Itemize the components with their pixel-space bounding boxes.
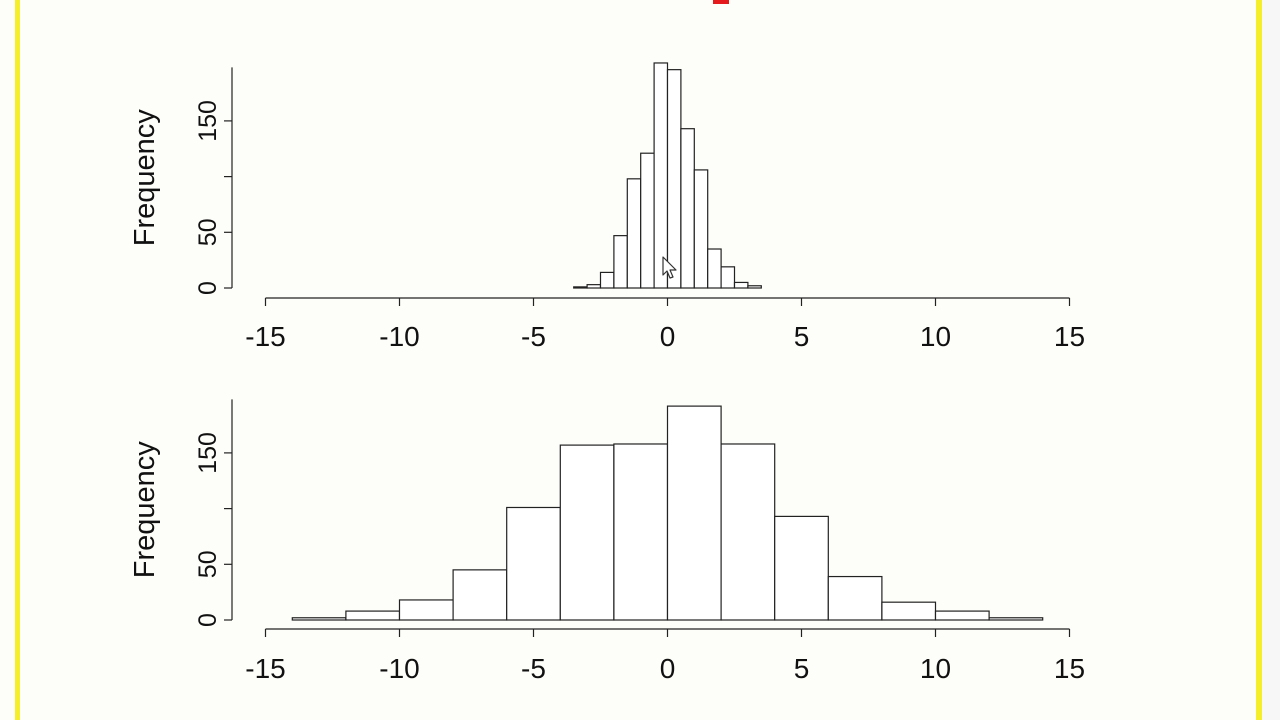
histogram-bar bbox=[934, 610, 990, 621]
frame-border-left bbox=[15, 0, 20, 720]
histogram-bar bbox=[398, 599, 454, 621]
histogram-bar bbox=[707, 248, 722, 289]
histogram-bar bbox=[586, 284, 602, 289]
y-tick-label: 150 bbox=[194, 432, 222, 474]
y-axis-label: Frequency bbox=[129, 441, 161, 579]
histogram-bar bbox=[747, 285, 762, 289]
red-title-fragment bbox=[713, 0, 729, 4]
histogram-bar bbox=[291, 617, 347, 621]
y-tick-label: 150 bbox=[194, 100, 222, 142]
histogram-bar bbox=[720, 443, 776, 621]
x-tick-label: -5 bbox=[521, 321, 546, 352]
histogram-bar bbox=[733, 281, 749, 289]
histogram-bar bbox=[506, 506, 561, 621]
y-tick-label: 0 bbox=[194, 281, 222, 295]
histogram-bar bbox=[640, 152, 655, 289]
histogram-bar bbox=[693, 169, 709, 289]
histogram-top: 0 50 150 Frequency -15 -10 -5 0 5 10 15 bbox=[129, 62, 1085, 352]
histogram-bar bbox=[452, 569, 508, 621]
y-axis-label: Frequency bbox=[129, 109, 161, 247]
x-tick-label: 15 bbox=[1054, 321, 1085, 352]
histogram-bar bbox=[599, 271, 615, 289]
histogram-bar bbox=[345, 610, 401, 621]
histogram-bar bbox=[559, 444, 615, 621]
x-tick-label: 10 bbox=[920, 653, 951, 684]
histogram-bar bbox=[774, 515, 829, 621]
x-tick-label: -5 bbox=[521, 653, 546, 684]
x-tick-label: 10 bbox=[920, 321, 951, 352]
histogram-bar bbox=[653, 62, 669, 289]
y-tick-label: 50 bbox=[194, 218, 222, 246]
histogram-bar bbox=[613, 443, 669, 621]
frame-border-right bbox=[1256, 0, 1262, 720]
mouse-cursor-icon bbox=[662, 256, 677, 279]
histogram-bar bbox=[666, 405, 722, 621]
x-tick-label: -10 bbox=[379, 653, 419, 684]
x-tick-label: 0 bbox=[660, 321, 676, 352]
x-tick-label: -15 bbox=[245, 321, 285, 352]
histogram-bar bbox=[827, 575, 883, 621]
y-tick-label: 50 bbox=[194, 550, 222, 578]
histogram-bar bbox=[680, 128, 695, 289]
x-tick-label: 0 bbox=[660, 653, 676, 684]
x-tick-label: 5 bbox=[794, 653, 810, 684]
histogram-bar bbox=[573, 286, 588, 289]
x-tick-label: 15 bbox=[1054, 653, 1085, 684]
histogram-bar bbox=[988, 617, 1044, 621]
y-tick-label: 0 bbox=[194, 613, 222, 627]
x-tick-label: 5 bbox=[794, 321, 810, 352]
histogram-bottom: 0 50 150 Frequency -15 -10 -5 0 5 10 15 bbox=[129, 399, 1085, 684]
histogram-bar bbox=[626, 178, 642, 289]
x-tick-label: -10 bbox=[379, 321, 419, 352]
adjacent-page-edge bbox=[1262, 0, 1280, 720]
histogram-bar bbox=[881, 601, 937, 621]
histogram-bar bbox=[613, 235, 628, 289]
x-tick-label: -15 bbox=[245, 653, 285, 684]
histogram-bar bbox=[720, 266, 736, 289]
